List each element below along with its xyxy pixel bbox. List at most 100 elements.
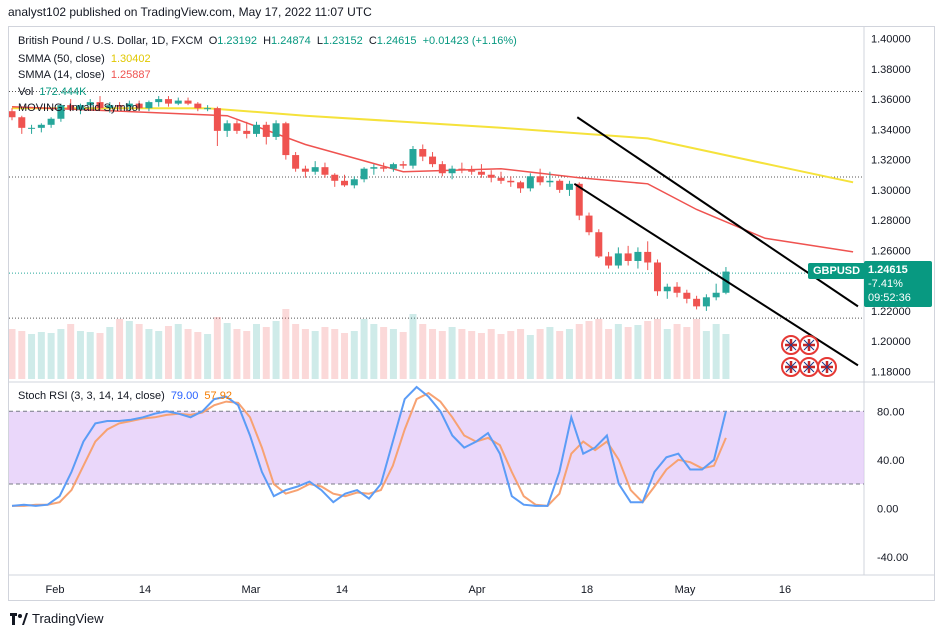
candle-body [106,105,114,109]
candle-body [438,164,446,174]
volume-bar [311,331,319,379]
legend-sma50-label: SMMA (50, close) [18,53,105,65]
volume-bar [116,319,124,379]
legend-row-moving[interactable]: MOVING: Invalid Symbol [18,102,143,114]
chart-canvas: 1.40000 1.38000 1.36000 1.34000 1.32000 1.300… [8,27,934,596]
legend-stoch-label: Stoch RSI (3, 3, 14, 14, close) [18,390,165,402]
legend-close-label: C [368,35,377,47]
volume-bar [282,309,290,379]
volume-bar [458,329,466,379]
volume-bar [194,332,202,379]
candle-body [693,298,701,307]
legend-sma14-value: 1.25887 [110,69,151,81]
volume-bar [683,327,691,379]
candle-body [8,111,16,118]
legend-symbol[interactable]: British Pound / U.S. Dollar, 1D, FXCM [18,35,203,47]
legend-high-label: H [263,35,272,47]
candle-body [477,171,485,175]
candle-body [712,292,720,298]
volume-bar [693,319,701,379]
volume-bar [76,331,84,379]
volume-bar [477,333,485,379]
legend-vol-label: Vol [18,86,34,98]
volume-bar [28,334,36,379]
candle-body [311,167,319,172]
volume-bar [409,314,417,379]
publish-header: analyst102 published on TradingView.com,… [8,5,372,19]
chart-frame: 1.40000 1.38000 1.36000 1.34000 1.32000 1.300… [8,26,935,601]
volume-bar [145,329,153,379]
stoch-d-line [12,391,727,507]
volume-bar [67,324,75,379]
candle-body [135,103,143,109]
volume-bar [243,331,251,379]
volume-bar [517,329,525,379]
candle-body [536,176,544,183]
price-tick-label: 1.30000 [871,185,911,197]
legend-close: 1.24615 [376,35,417,47]
stoch-k-line [11,385,727,507]
candle-body [634,251,642,261]
volume-bar [213,317,221,379]
legend-high: 1.24874 [271,35,311,47]
volume-bar [8,329,16,379]
volume-bar [350,331,358,379]
price-tick-label: 1.32000 [871,155,911,167]
legend-change: +0.01423 (+1.16%) [422,35,517,47]
volume-bar [389,329,397,379]
volume-bar [301,329,309,379]
volume-bar [125,321,133,379]
volume-bar [331,329,339,379]
price-tick-label: 1.38000 [871,64,911,76]
volume-bar [321,327,329,379]
legend-row-volume[interactable]: Vol 172.444K [18,86,89,98]
candle-body [96,102,104,109]
volume-bar [448,327,456,379]
volume-bar [86,332,94,379]
footer-brand[interactable]: TradingView [10,611,104,626]
volume-bar [360,319,368,379]
time-tick-label: May [675,584,696,596]
candle-body [614,253,622,266]
volume-bar [634,325,642,379]
candle-body [526,176,534,189]
candle-body [331,174,339,181]
candle-body [243,130,251,134]
legend-row-sma50[interactable]: SMMA (50, close) 1.30402 [18,53,154,65]
candle-body [497,177,505,181]
legend-row-sma14[interactable]: SMMA (14, close) 1.25887 [18,69,154,81]
candle-body [448,168,456,174]
legend-stoch-d: 57.92 [204,390,232,402]
stoch-band [9,411,864,485]
volume-bar [722,334,730,379]
candle-body [389,164,397,169]
candle-body [517,182,525,189]
volume-bar [233,329,241,379]
candle-body [429,156,437,165]
legend-row-stoch[interactable]: Stoch RSI (3, 3, 14, 14, close) 79.00 57… [18,390,235,402]
legend-stoch-k: 79.00 [170,390,199,402]
candle-body [194,103,202,109]
volume-bar [370,324,378,379]
candle-body [565,183,573,190]
event-flag-diagonal [803,339,815,351]
candle-body [644,251,652,263]
volume-bar [223,323,231,379]
volume-bar [37,332,45,379]
candle-body [468,170,476,172]
sma14-line [11,105,854,253]
candle-body [301,168,309,172]
price-tick-label: 1.18000 [871,366,911,378]
stoch-tick-label: 0.00 [877,503,898,515]
volume-bar [18,331,26,379]
volume-bar [47,333,55,379]
price-tag: 1.24615 -7.41% 09:52:36 [864,261,932,307]
volume-bar [262,327,270,379]
volume-bar [595,319,603,379]
symbol-tag: GBPUSD [808,263,866,279]
candle-body [360,168,368,180]
time-tick-label: 18 [581,584,593,596]
candle-body [556,180,564,190]
event-flag-icon [781,357,801,377]
candle-body [174,100,182,104]
